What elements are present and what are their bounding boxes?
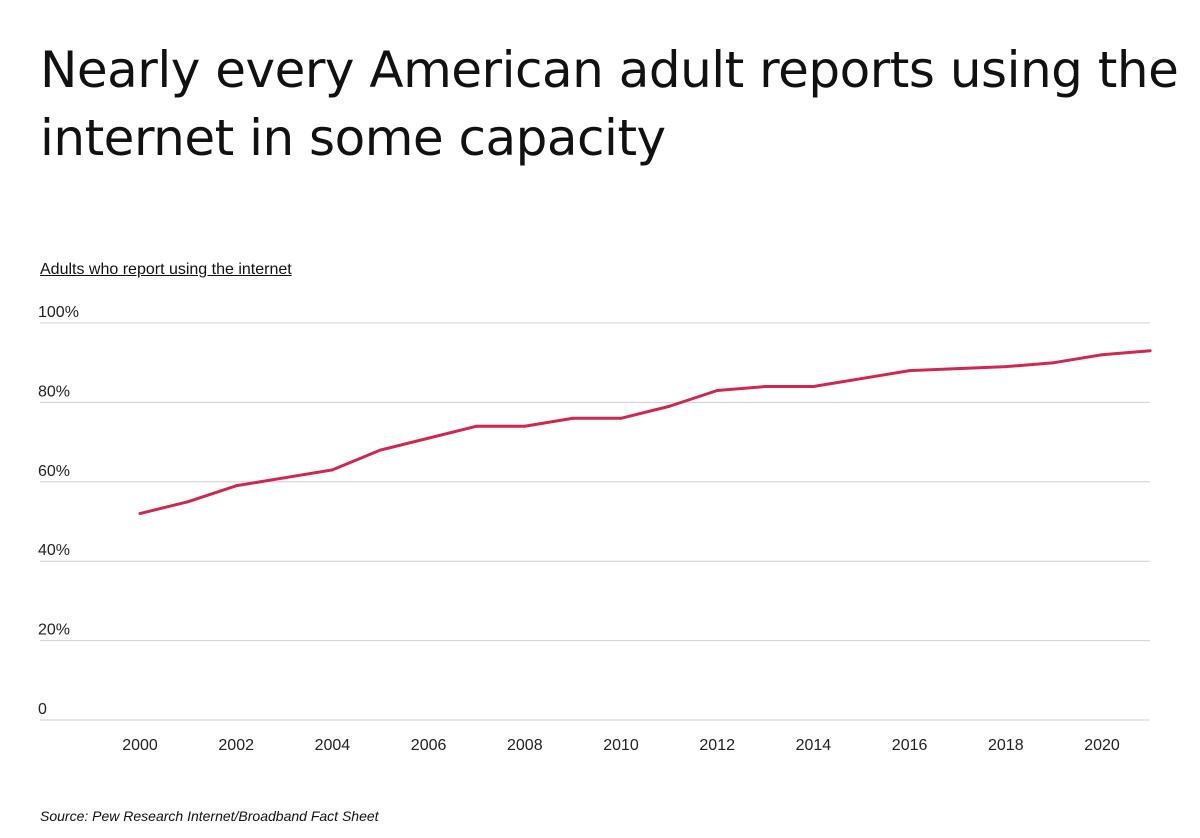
data-point: [330, 468, 334, 472]
chart-title: Nearly every American adult reports usin…: [40, 41, 1179, 167]
x-tick-label: 2020: [1084, 737, 1120, 754]
y-tick-label: 100%: [38, 304, 79, 321]
data-point: [811, 385, 815, 389]
x-tick-label: 2004: [315, 737, 351, 754]
data-point: [427, 436, 431, 440]
data-point: [234, 484, 238, 488]
x-tick-label: 2014: [796, 737, 832, 754]
data-point: [908, 369, 912, 373]
data-point: [956, 367, 960, 371]
data-point: [475, 424, 479, 428]
x-tick-label: 2018: [988, 737, 1024, 754]
x-tick-label: 2000: [122, 737, 158, 754]
data-point: [1148, 349, 1152, 353]
x-tick-label: 2008: [507, 737, 543, 754]
data-point: [523, 424, 527, 428]
y-tick-label: 20%: [38, 622, 70, 639]
x-tick-label: 2002: [218, 737, 254, 754]
data-point: [860, 377, 863, 381]
y-tick-label: 80%: [38, 383, 70, 400]
x-tick-label: 2016: [892, 737, 928, 754]
data-point: [763, 385, 767, 389]
data-point: [619, 416, 623, 420]
y-tick-label: 60%: [38, 463, 70, 480]
series-line: [139, 349, 1151, 516]
y-tick-label: 40%: [38, 542, 70, 559]
data-point: [1100, 353, 1104, 357]
x-tick-label: 2012: [699, 737, 735, 754]
data-point: [1004, 365, 1008, 369]
source-note: Source: Pew Research Internet/Broadband …: [40, 808, 379, 824]
data-point: [186, 500, 190, 504]
chart-subtitle: Adults who report using the internet: [40, 261, 292, 278]
data-point: [1052, 361, 1056, 365]
data-point: [379, 448, 382, 452]
data-point: [715, 388, 719, 392]
y-tick-label: 0: [38, 701, 47, 718]
data-point: [282, 476, 286, 480]
data-point: [667, 404, 671, 408]
x-tick-label: 2010: [603, 737, 639, 754]
data-point: [138, 512, 142, 516]
x-tick-label: 2006: [411, 737, 447, 754]
data-point: [571, 416, 575, 420]
